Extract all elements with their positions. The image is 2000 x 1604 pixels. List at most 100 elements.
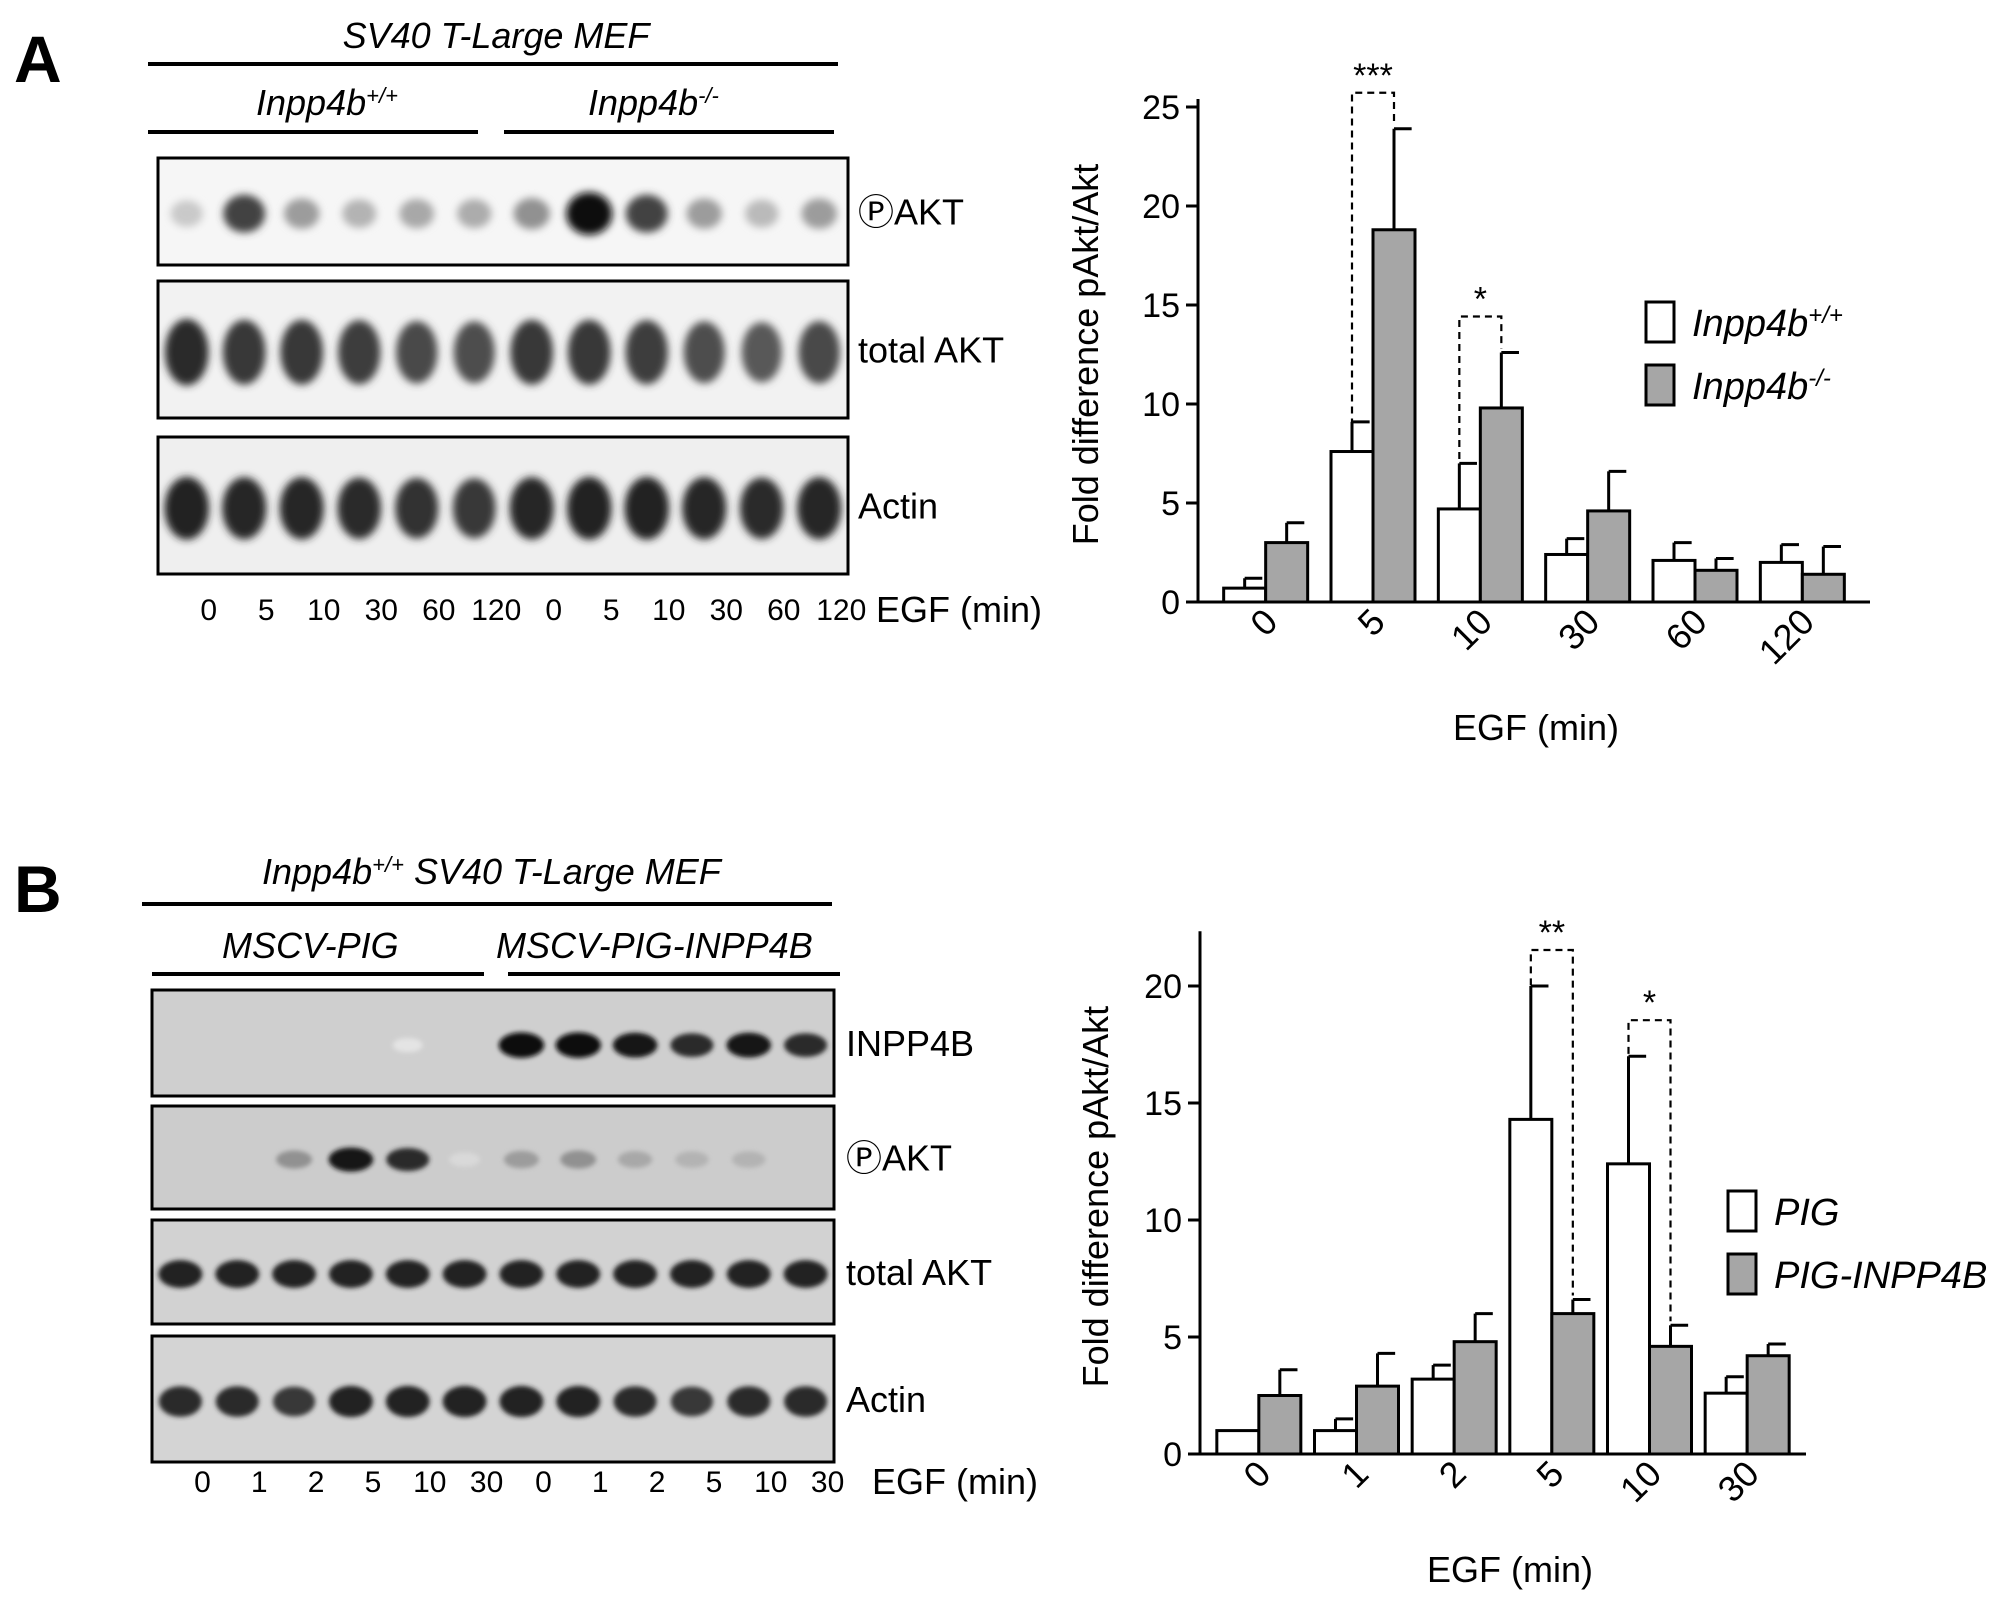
y-tick-label: 15 [1142, 287, 1180, 325]
blot-band [617, 1151, 653, 1169]
legend-entry: PIG-INPP4B [1774, 1255, 1987, 1297]
y-tick-label: 10 [1144, 1202, 1182, 1240]
lane-label: 30 [365, 594, 398, 627]
blot-row-frame [150, 988, 836, 1098]
blot-band [784, 1033, 828, 1057]
blot-band [385, 1260, 430, 1288]
blot-row-frame [150, 1334, 836, 1464]
blot-row-frame [150, 1218, 836, 1326]
blot-band [797, 477, 842, 540]
panel-a-letter: A [14, 22, 62, 96]
y-tick-label: 10 [1142, 386, 1180, 424]
legend-entry: Inpp4b+/+ [1692, 302, 1843, 346]
y-tick-label: 0 [1163, 1436, 1182, 1474]
blot-band [457, 199, 492, 229]
bar [1355, 1384, 1400, 1456]
blot-band [675, 1151, 709, 1168]
blot-row-label: ⓅAKT [858, 192, 964, 233]
lane-label: 10 [652, 594, 685, 627]
blot-band [498, 1032, 545, 1058]
blot-row-label: total AKT [846, 1252, 992, 1293]
blot-band [798, 321, 840, 384]
bar [1215, 1429, 1261, 1456]
lane-label: 0 [545, 594, 562, 627]
panel-b-group-1-label: MSCV-PIG [222, 925, 399, 966]
lane-label: 120 [816, 594, 866, 627]
blot-band [801, 198, 838, 229]
y-tick-label: 5 [1163, 1319, 1182, 1357]
significance-bracket [1627, 1019, 1672, 1322]
blot-band [567, 476, 612, 540]
lane-label: 30 [811, 1466, 844, 1499]
lane-label: 5 [365, 1466, 382, 1499]
blot-band [328, 1147, 374, 1172]
blot-band [566, 192, 613, 236]
blot-band [272, 1386, 316, 1417]
blot-band [442, 1260, 487, 1288]
blot-band [395, 478, 439, 539]
blot-band [279, 477, 324, 540]
lane-label: 5 [258, 594, 275, 627]
blot-band [386, 1148, 430, 1172]
bar [1550, 1312, 1596, 1456]
lane-label: 120 [471, 594, 521, 627]
blot-band [625, 194, 668, 233]
blot-band [726, 1032, 772, 1058]
blot-row-label: Actin [858, 486, 938, 527]
bar [1313, 1429, 1358, 1456]
bar [1606, 1162, 1651, 1456]
bar [1436, 507, 1482, 604]
x-tick-label: 5 [1350, 601, 1393, 644]
panel-b-group-2-label: MSCV-PIG-INPP4B [496, 925, 813, 966]
panel-a-blot: ⓅAKT total AKT Actin 0 5 10 30 60 120 0 5 10 30 60 120… [156, 156, 1042, 630]
bar [1800, 572, 1846, 604]
panel-b-blot-header: Inpp4b+/+ SV40 T-Large MEF [262, 851, 723, 892]
blot-band [215, 1386, 259, 1417]
blot-band [283, 198, 320, 229]
blot-band [164, 476, 209, 540]
blot-row-frame [156, 435, 850, 576]
blot-band [745, 199, 779, 228]
bar [1478, 406, 1524, 604]
bar [1222, 586, 1268, 604]
blot-band [280, 319, 324, 385]
bar [1703, 1391, 1749, 1456]
x-tick-label: 1 [1333, 1453, 1376, 1496]
blot-band [158, 1386, 202, 1417]
y-tick-label: 15 [1144, 1085, 1182, 1123]
blot-band [682, 477, 727, 540]
blot-band [624, 476, 669, 540]
x-tick-label: 10 [1443, 601, 1500, 658]
lanes-axis-label: EGF (min) [872, 1461, 1038, 1502]
blot-band [170, 200, 203, 227]
x-tick-label: 5 [1528, 1453, 1571, 1496]
blot-band [452, 478, 496, 539]
bar [1544, 552, 1590, 604]
blot-band [556, 1260, 601, 1288]
bar [1651, 558, 1697, 604]
significance-marker: *** [1353, 57, 1393, 95]
blot-band [442, 1385, 487, 1418]
legend-entry-genotype: +/+ [1808, 302, 1843, 329]
panel-a-group-1-label: Inpp4b+/+ [256, 82, 398, 123]
bar [1329, 450, 1375, 604]
lane-label: 10 [307, 594, 340, 627]
legend-swatch [1644, 363, 1676, 407]
blot-band [338, 320, 381, 385]
legend-entry-name: PIG-INPP4B [1774, 1255, 1987, 1297]
blot-band [784, 1386, 828, 1417]
lane-label: 30 [470, 1466, 503, 1499]
blot-band [499, 1260, 544, 1288]
blot-band [783, 1260, 828, 1288]
x-axis-label: EGF (min) [1427, 1549, 1593, 1590]
panel-b-letter: B [14, 852, 62, 926]
blot-band [686, 198, 723, 229]
blot-band [613, 1260, 658, 1288]
blot-row-label: Actin [846, 1379, 926, 1420]
blot-band [509, 477, 554, 540]
x-tick-label: 0 [1235, 1453, 1278, 1496]
x-tick-label: 30 [1710, 1453, 1767, 1510]
blot-band [669, 1260, 714, 1288]
blot-band [164, 319, 209, 386]
